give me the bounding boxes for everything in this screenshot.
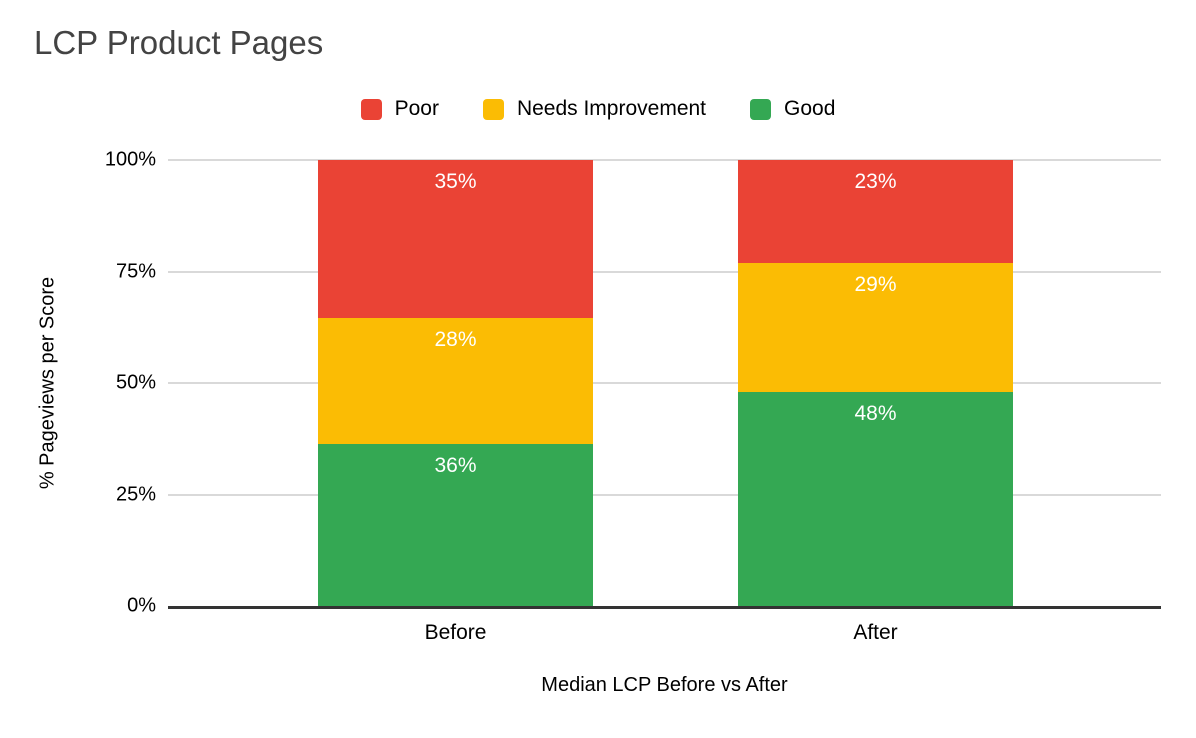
legend: Poor Needs Improvement Good bbox=[0, 97, 1196, 121]
y-tick-label: 100% bbox=[104, 148, 156, 171]
legend-label: Needs Improvement bbox=[516, 97, 707, 120]
bar-before: 36% 28% 35% Before bbox=[318, 160, 593, 644]
legend-item-good: Good bbox=[750, 97, 835, 121]
legend-label: Good bbox=[784, 97, 836, 120]
x-tick-label-after: After bbox=[853, 621, 898, 644]
legend-label: Poor bbox=[394, 97, 439, 120]
plot-area: 36% 28% 35% Before 48% 29% 23% After bbox=[168, 159, 1161, 644]
x-tick-label-before: Before bbox=[424, 621, 487, 644]
gridline bbox=[168, 493, 1161, 496]
segment-value-label: 28% bbox=[434, 327, 477, 351]
segment-needs-improvement: 28% bbox=[318, 317, 593, 444]
bar-after: 48% 29% 23% After bbox=[738, 160, 1013, 644]
segment-value-label: 48% bbox=[854, 401, 897, 425]
legend-item-needs-improvement: Needs Improvement bbox=[482, 97, 707, 121]
segment-poor: 23% bbox=[738, 160, 1013, 263]
legend-swatch-icon bbox=[482, 98, 504, 120]
y-tick-label: 50% bbox=[115, 371, 156, 394]
y-tick-label: 0% bbox=[127, 594, 156, 617]
segment-good: 36% bbox=[318, 443, 593, 606]
legend-swatch-icon bbox=[750, 98, 772, 120]
y-axis-ticks: 0% 25% 50% 75% 100% bbox=[0, 149, 156, 617]
segment-needs-improvement: 29% bbox=[738, 262, 1013, 392]
y-tick-label: 25% bbox=[115, 483, 156, 505]
segment-poor: 35% bbox=[318, 160, 593, 318]
legend-item-poor: Poor bbox=[360, 97, 439, 121]
x-axis-title: Median LCP Before vs After bbox=[541, 674, 788, 696]
segment-value-label: 29% bbox=[854, 272, 897, 296]
segment-value-label: 36% bbox=[434, 453, 477, 477]
chart-title: LCP Product Pages bbox=[34, 24, 324, 61]
y-tick-label: 75% bbox=[115, 260, 156, 282]
gridline bbox=[168, 382, 1161, 384]
gridline bbox=[168, 159, 1161, 161]
segment-value-label: 23% bbox=[854, 170, 897, 194]
legend-swatch-icon bbox=[360, 98, 382, 120]
segment-good: 48% bbox=[738, 391, 1013, 606]
segment-value-label: 35% bbox=[434, 170, 477, 194]
gridline bbox=[168, 270, 1161, 273]
